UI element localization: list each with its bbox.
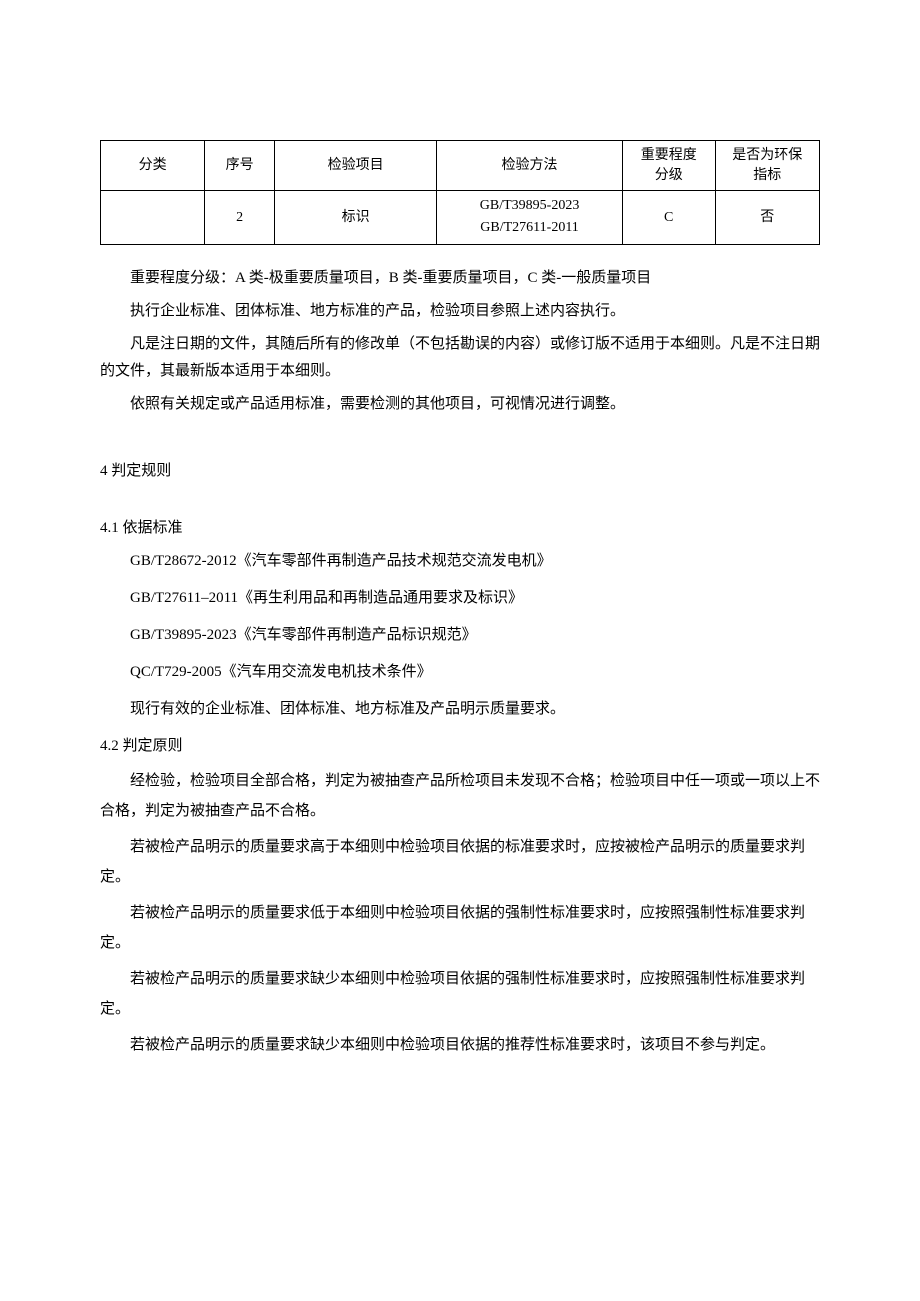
th-env: 是否为环保 指标 <box>715 141 819 191</box>
th-item: 检验项目 <box>274 141 436 191</box>
judgment-p1: 经检验，检验项目全部合格，判定为被抽查产品所检项目未发现不合格；检验项目中任一项… <box>100 766 820 826</box>
th-level: 重要程度 分级 <box>622 141 715 191</box>
inspection-table: 分类 序号 检验项目 检验方法 重要程度 分级 是否为环保 指标 2 标识 GB… <box>100 140 820 245</box>
judgment-p5: 若被检产品明示的质量要求缺少本细则中检验项目依据的推荐性标准要求时，该项目不参与… <box>100 1030 820 1060</box>
td-category <box>101 191 205 245</box>
td-level: C <box>622 191 715 245</box>
judgment-p2: 若被检产品明示的质量要求高于本细则中检验项目依据的标准要求时，应按被检产品明示的… <box>100 832 820 892</box>
note-standards: 执行企业标准、团体标准、地方标准的产品，检验项目参照上述内容执行。 <box>100 298 820 325</box>
standard-gb39895: GB/T39895-2023《汽车零部件再制造产品标识规范》 <box>100 622 820 649</box>
td-method: GB/T39895-2023 GB/T27611-2011 <box>437 191 623 245</box>
th-env-line2: 指标 <box>753 168 781 183</box>
td-env: 否 <box>715 191 819 245</box>
td-seq: 2 <box>205 191 275 245</box>
judgment-p4: 若被检产品明示的质量要求缺少本细则中检验项目依据的强制性标准要求时，应按照强制性… <box>100 964 820 1024</box>
table-header-row: 分类 序号 检验项目 检验方法 重要程度 分级 是否为环保 指标 <box>101 141 820 191</box>
note-dated-docs: 凡是注日期的文件，其随后所有的修改单（不包括勘误的内容）或修订版不适用于本细则。… <box>100 331 820 385</box>
section-4-1-heading: 4.1 依据标准 <box>100 515 820 542</box>
td-item: 标识 <box>274 191 436 245</box>
td-method-line1: GB/T39895-2023 <box>480 198 580 213</box>
td-method-line2: GB/T27611-2011 <box>480 220 579 235</box>
standard-current: 现行有效的企业标准、团体标准、地方标准及产品明示质量要求。 <box>100 696 820 723</box>
judgment-p3: 若被检产品明示的质量要求低于本细则中检验项目依据的强制性标准要求时，应按照强制性… <box>100 898 820 958</box>
th-level-line2: 分级 <box>655 168 683 183</box>
th-env-line1: 是否为环保 <box>732 148 802 163</box>
section-4-heading: 4 判定规则 <box>100 458 820 485</box>
standard-gb27611: GB/T27611–2011《再生利用品和再制造品通用要求及标识》 <box>100 585 820 612</box>
note-other-items: 依照有关规定或产品适用标准，需要检测的其他项目，可视情况进行调整。 <box>100 391 820 418</box>
standard-qc729: QC/T729-2005《汽车用交流发电机技术条件》 <box>100 659 820 686</box>
table-row: 2 标识 GB/T39895-2023 GB/T27611-2011 C 否 <box>101 191 820 245</box>
th-method: 检验方法 <box>437 141 623 191</box>
th-seq: 序号 <box>205 141 275 191</box>
standard-gb28672: GB/T28672-2012《汽车零部件再制造产品技术规范交流发电机》 <box>100 548 820 575</box>
section-4-2-heading: 4.2 判定原则 <box>100 733 820 760</box>
th-level-line1: 重要程度 <box>641 148 697 163</box>
note-grading: 重要程度分级：A 类-极重要质量项目，B 类-重要质量项目，C 类-一般质量项目 <box>100 265 820 292</box>
th-category: 分类 <box>101 141 205 191</box>
